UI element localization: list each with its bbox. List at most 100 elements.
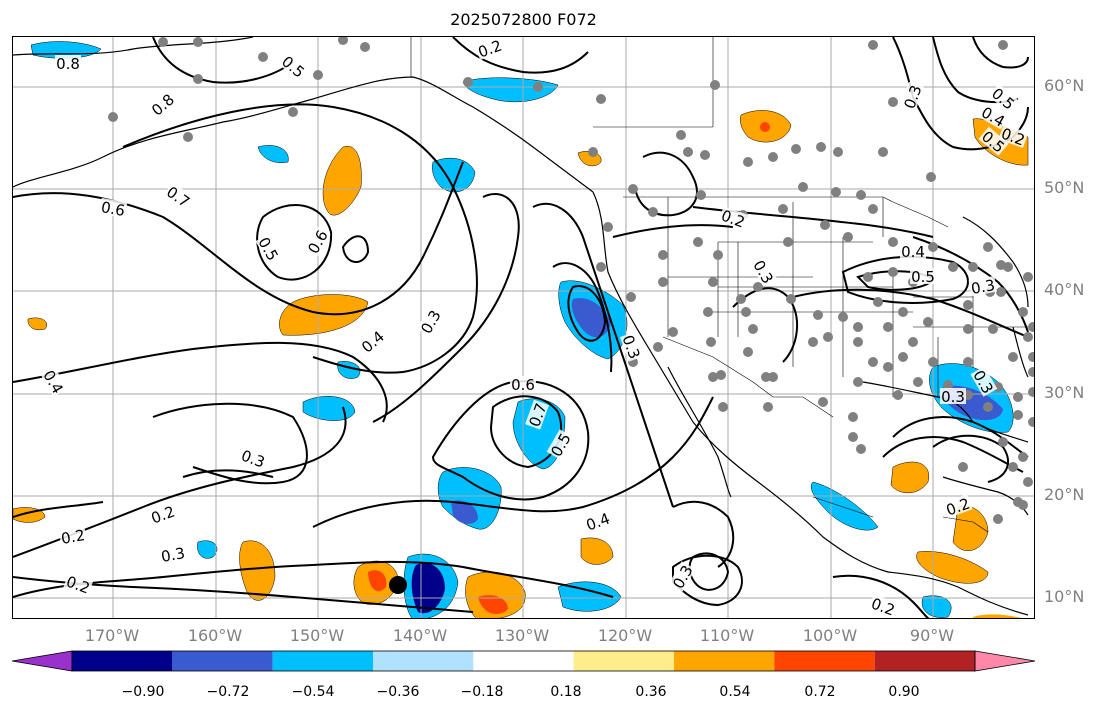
station-dot — [838, 312, 848, 322]
station-dot — [848, 412, 858, 422]
station-dot — [626, 292, 636, 302]
station-dot — [883, 322, 893, 332]
contour-label-bg — [978, 126, 1009, 156]
contour-label: 0.4 — [39, 366, 68, 397]
station-dot — [693, 237, 703, 247]
station-dot — [818, 397, 828, 407]
contour-label-bg — [582, 509, 613, 534]
station-dot — [983, 242, 993, 252]
station-dot — [963, 324, 973, 334]
station-dot — [710, 80, 720, 90]
station-dot — [958, 462, 968, 472]
station-dot — [708, 372, 718, 382]
station-dot — [1028, 367, 1034, 377]
station-dot — [718, 402, 728, 412]
station-dot — [963, 357, 973, 367]
station-dot — [831, 187, 841, 197]
station-dot — [833, 147, 843, 157]
contour-label-text: 0.2 — [60, 526, 87, 548]
contour-label: 0.8 — [55, 55, 81, 73]
station-dot — [741, 307, 751, 317]
station-dot — [743, 157, 753, 167]
contour-label-bg — [970, 366, 998, 397]
station-dot — [1018, 452, 1028, 462]
station-dot — [848, 432, 858, 442]
station-dot — [843, 232, 853, 242]
contour-label-bg — [868, 594, 899, 618]
contour-label: 0.4 — [582, 509, 613, 535]
station-dot — [998, 40, 1008, 50]
station-dot — [993, 514, 1003, 524]
station-dot — [258, 52, 268, 62]
station-dot — [778, 204, 788, 214]
station-dot — [533, 82, 543, 92]
station-dot — [193, 74, 203, 84]
contour-label-text: 0.3 — [941, 388, 965, 406]
station-dot — [768, 152, 778, 162]
station-dot — [786, 294, 796, 304]
station-dot — [998, 437, 1008, 447]
station-dot — [943, 380, 953, 390]
contour-label-bg — [900, 81, 925, 112]
station-dot — [743, 347, 753, 357]
contour-label-bg — [510, 376, 536, 392]
contour-label-text: 0.3 — [160, 544, 187, 566]
station-dot — [853, 377, 863, 387]
station-dot — [853, 322, 863, 332]
contour-label: 0.8 — [147, 89, 178, 120]
contour-label: 0.5 — [278, 51, 309, 82]
contour-label-text: 0.8 — [56, 55, 80, 73]
contour-label-text: 0.5 — [278, 52, 308, 81]
contour-label: 0.2 — [58, 525, 88, 548]
contour-label-text: 0.8 — [148, 90, 178, 119]
contour-label-bg — [55, 55, 81, 71]
station-dot — [878, 147, 888, 157]
station-dot — [763, 402, 773, 412]
colorbar-segment — [774, 651, 875, 671]
station-dot — [700, 150, 710, 160]
contour-label-bg — [940, 388, 966, 404]
contour-label-bg — [147, 502, 178, 527]
map-canvas: 0.80.80.50.20.3 0.50.40.50.6 0.70.5 0.60.40… — [13, 37, 1034, 618]
contour-label-bg — [303, 226, 331, 257]
station-dot — [988, 324, 998, 334]
contour-label-bg — [525, 399, 550, 430]
contour-lines — [13, 37, 1029, 618]
contour-label-text: 0.7 — [163, 183, 193, 211]
colorbar-tick: −0.90 — [121, 684, 165, 700]
station-dot — [823, 332, 833, 342]
station-dot — [996, 260, 1006, 270]
lon-label-160w: 160°W — [187, 626, 243, 645]
lat-label-20n: 20°N — [1044, 485, 1085, 504]
lat-lon-grid — [13, 37, 1034, 618]
colorbar-tick: −0.72 — [206, 684, 250, 700]
station-dot — [753, 282, 763, 292]
station-dot — [893, 390, 903, 400]
contour-label: 0.6 — [510, 376, 536, 394]
contour-label-bg — [900, 243, 926, 259]
colorbar-tick: 0.36 — [635, 684, 667, 700]
contour-label: 0.5 — [910, 268, 936, 286]
station-dot — [696, 190, 706, 200]
station-dot — [703, 307, 713, 317]
station-dot — [683, 147, 693, 157]
station-dot — [1013, 410, 1023, 420]
colorbar-tick: 0.54 — [719, 684, 751, 700]
contour-label-bg — [158, 543, 188, 565]
station-dot — [928, 242, 938, 252]
contour-label-bg — [942, 494, 973, 519]
contour-label-text: 0.3 — [749, 257, 777, 287]
lon-label-140w: 140°W — [392, 626, 448, 645]
station-dot — [808, 337, 818, 347]
contour-label: 0.3 — [158, 543, 188, 566]
contour-label-bg — [163, 182, 194, 211]
station-dot — [863, 272, 873, 282]
station-dot — [888, 237, 898, 247]
station-dot — [798, 182, 808, 192]
contour-label-bg — [147, 89, 178, 119]
contour-label: 0.6 — [98, 197, 128, 220]
contour-label-bg — [998, 124, 1029, 149]
station-dot — [816, 142, 826, 152]
lat-label-30n: 30°N — [1044, 383, 1085, 402]
contour-label-bg — [474, 37, 505, 61]
